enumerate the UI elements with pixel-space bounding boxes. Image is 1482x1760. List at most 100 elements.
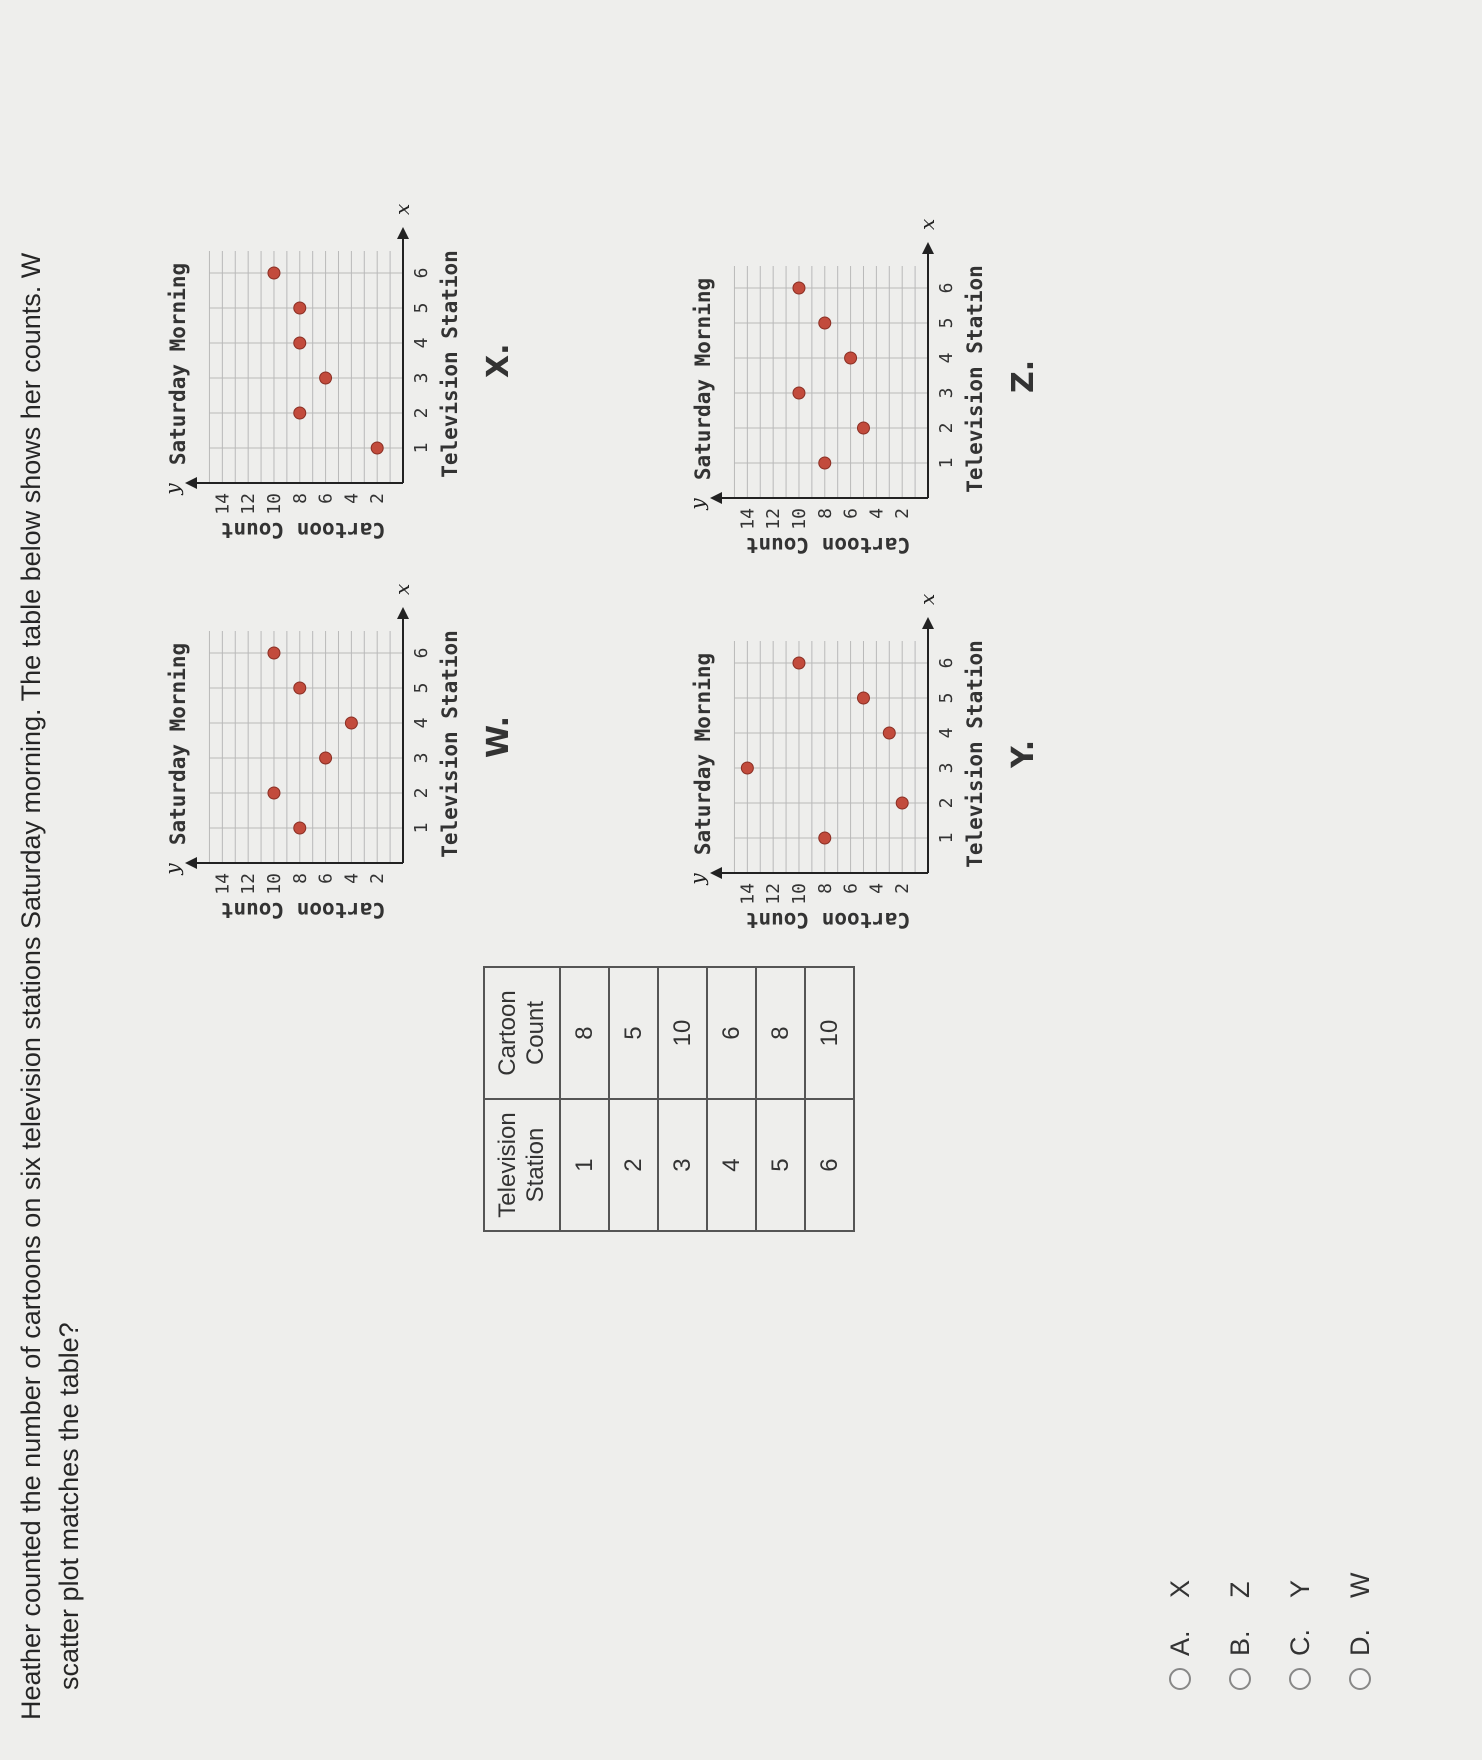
y-tick-label: 4: [341, 493, 362, 504]
choice-text: Z: [1224, 1581, 1255, 1599]
x-tick-label: 1: [411, 443, 432, 454]
count-cell: 10: [658, 967, 707, 1099]
y-tick-label: 4: [866, 883, 887, 894]
choice-d[interactable]: D. W: [1330, 1573, 1390, 1690]
y-tick-label: 4: [866, 508, 887, 519]
count-cell: 10: [805, 967, 854, 1099]
x-tick-label: 5: [936, 318, 957, 329]
x-axis-label: Television Station: [963, 265, 987, 493]
x-tick-label: 2: [411, 788, 432, 799]
data-point: [370, 441, 384, 455]
x-tick-label: 6: [936, 283, 957, 294]
x-axis-letter: x: [915, 594, 939, 605]
y-tick-label: 8: [290, 873, 311, 884]
data-point: [792, 386, 806, 400]
data-point: [293, 406, 307, 420]
data-point: [882, 726, 896, 740]
station-cell: 4: [707, 1099, 756, 1231]
station-cell: 3: [658, 1099, 707, 1231]
column-header-station: Television Station: [484, 1099, 560, 1231]
y-tick-label: 10: [789, 883, 810, 905]
x-axis-arrow: [397, 227, 409, 239]
x-tick-label: 1: [936, 833, 957, 844]
data-point: [895, 796, 909, 810]
y-tick-label: 14: [212, 873, 233, 895]
x-axis-arrow: [922, 617, 934, 629]
y-tick-label: 6: [316, 873, 337, 884]
x-axis-arrow: [397, 607, 409, 619]
radio-button[interactable]: [1289, 1668, 1311, 1690]
station-cell: 6: [805, 1099, 854, 1231]
x-tick-label: 6: [411, 268, 432, 279]
y-tick-label: 8: [815, 883, 836, 894]
x-tick-label: 3: [411, 753, 432, 764]
y-tick-label: 10: [264, 873, 285, 895]
choice-letter: B.: [1224, 1630, 1255, 1656]
y-axis-label: Cartoon Count: [221, 518, 385, 542]
radio-button[interactable]: [1349, 1668, 1371, 1690]
y-tick-label: 10: [789, 508, 810, 530]
x-tick-label: 2: [411, 408, 432, 419]
x-tick-label: 1: [936, 458, 957, 469]
choice-b[interactable]: B. Z: [1210, 1573, 1270, 1690]
station-cell: 2: [609, 1099, 658, 1231]
data-point: [319, 371, 333, 385]
data-point: [267, 786, 281, 800]
scatter-plot-y: x y 1 2 3 4 5 6 2 4 6 8 10 12 14 Saturday Morning Televi…: [685, 594, 1041, 935]
x-tick-label: 4: [936, 728, 957, 739]
table-header-row: Television Station Cartoon Count: [484, 967, 560, 1231]
choice-a[interactable]: A. X: [1150, 1573, 1210, 1690]
x-tick-label: 2: [936, 798, 957, 809]
table-row: 3 10: [658, 967, 707, 1231]
column-header-count: Cartoon Count: [484, 967, 560, 1099]
plot-label: X.: [481, 343, 516, 378]
y-tick-label: 2: [892, 508, 913, 519]
station-cell: 5: [756, 1099, 805, 1231]
y-tick-label: 14: [737, 883, 758, 905]
x-axis-letter: x: [915, 219, 939, 230]
y-tick-label: 2: [892, 883, 913, 894]
chart-title: Saturday Morning: [166, 263, 190, 465]
station-cell: 1: [560, 1099, 609, 1231]
y-tick-label: 14: [737, 508, 758, 530]
chart-title: Saturday Morning: [166, 643, 190, 845]
y-axis-label: Cartoon Count: [221, 898, 385, 922]
y-tick-label: 2: [367, 873, 388, 884]
y-tick-label: 12: [763, 508, 784, 530]
y-tick-label: 12: [238, 493, 259, 515]
x-tick-label: 3: [411, 373, 432, 384]
scatter-plot-z: x y 1 2 3 4 5 6 2 4 6 8 10 12 14 Saturday Morning Televi…: [685, 219, 1041, 560]
x-tick-label: 3: [936, 388, 957, 399]
y-axis-arrow: [710, 492, 722, 504]
y-axis-arrow: [710, 867, 722, 879]
choice-c[interactable]: C. Y: [1270, 1573, 1330, 1690]
question-line-2: scatter plot matches the table?: [54, 1322, 84, 1690]
answer-choices: A. X B. Z C. Y D. W: [1150, 1573, 1390, 1690]
plot-label: W.: [481, 715, 516, 758]
choice-text: Y: [1284, 1579, 1315, 1598]
data-point: [319, 751, 333, 765]
y-tick-label: 10: [264, 493, 285, 515]
radio-button[interactable]: [1229, 1668, 1251, 1690]
y-axis-letter: y: [160, 483, 184, 496]
count-cell: 8: [560, 967, 609, 1099]
choice-letter: C.: [1284, 1629, 1315, 1656]
data-point: [856, 691, 870, 705]
x-axis-label: Television Station: [963, 640, 987, 868]
radio-button[interactable]: [1169, 1668, 1191, 1690]
data-point: [293, 336, 307, 350]
x-axis-label: Television Station: [438, 250, 462, 478]
choice-text: W: [1344, 1572, 1375, 1598]
y-tick-label: 12: [763, 883, 784, 905]
y-tick-label: 6: [841, 508, 862, 519]
question-line-1: Heather counted the number of cartoons o…: [16, 252, 46, 1720]
